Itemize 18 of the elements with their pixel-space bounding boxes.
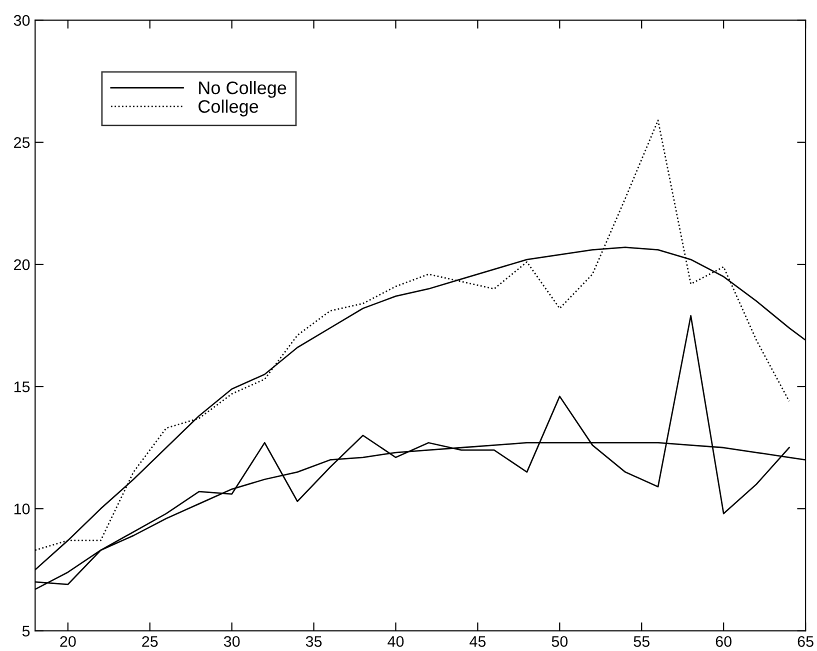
y-tick-label: 25 bbox=[14, 137, 30, 148]
x-tick-label: 45 bbox=[470, 636, 486, 647]
x-tick-label: 55 bbox=[634, 636, 650, 647]
y-tick-label: 30 bbox=[14, 15, 30, 26]
y-tick-label: 15 bbox=[14, 382, 30, 392]
x-tick-label: 20 bbox=[60, 636, 76, 647]
y-tick-label: 20 bbox=[14, 259, 30, 270]
x-tick-label: 35 bbox=[306, 636, 322, 647]
x-tick-label: 50 bbox=[552, 636, 568, 647]
x-tick-label: 65 bbox=[798, 636, 814, 647]
y-tick-label: 10 bbox=[14, 504, 30, 514]
legend-label: College bbox=[198, 100, 258, 116]
x-tick-label: 25 bbox=[142, 636, 158, 647]
y-tick-label: 5 bbox=[22, 626, 30, 637]
x-tick-label: 60 bbox=[716, 636, 732, 647]
legend-label: No College bbox=[199, 80, 286, 98]
x-tick-label: 30 bbox=[224, 636, 240, 647]
x-tick-label: 40 bbox=[388, 636, 404, 647]
